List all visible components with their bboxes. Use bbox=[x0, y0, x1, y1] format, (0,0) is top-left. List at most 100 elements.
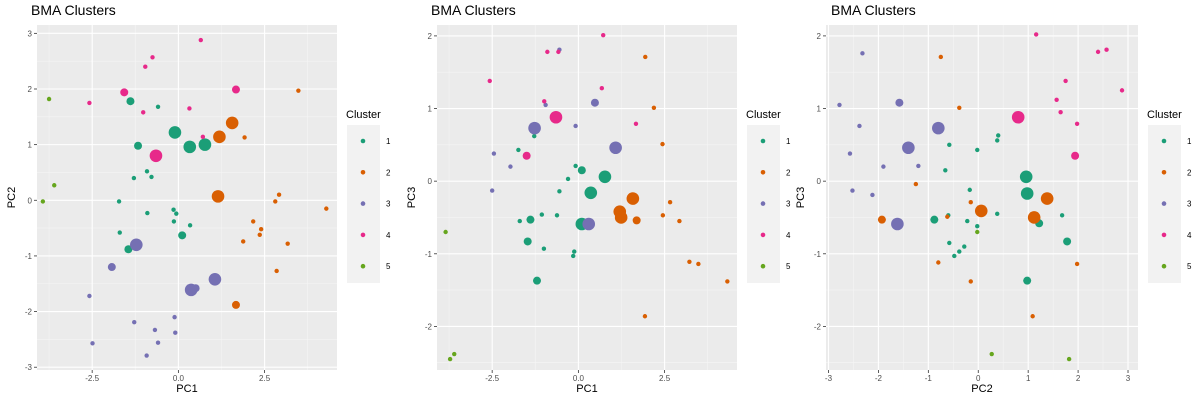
data-point-cluster-4 bbox=[143, 64, 148, 69]
y-tick-label: -2 bbox=[814, 322, 822, 331]
data-point-cluster-2 bbox=[242, 135, 247, 140]
scatter-chart-1: BMA Clusters -2.5 0.0 2.5 -3 -2 -1 0 1 2 3 PC1 PC2 Cl… bbox=[6, 2, 391, 395]
x-tick-label: 2.5 bbox=[259, 374, 271, 383]
data-point-cluster-2 bbox=[1027, 211, 1041, 224]
data-point-cluster-2 bbox=[274, 268, 279, 274]
data-point-cluster-4 bbox=[187, 106, 192, 111]
x-tick-label: -2.5 bbox=[85, 374, 99, 383]
data-point-cluster-2 bbox=[276, 192, 282, 197]
data-point-cluster-2 bbox=[211, 190, 225, 203]
scatter-chart-2: BMA Clusters -2.5 0.0 2.5 -2 -1 0 1 2 PC1 PC3 Clust… bbox=[406, 2, 791, 395]
data-point-cluster-3 bbox=[582, 217, 596, 231]
data-point-cluster-1 bbox=[155, 104, 161, 109]
data-point-cluster-2 bbox=[938, 54, 944, 60]
data-point-cluster-2 bbox=[626, 192, 640, 205]
data-point-cluster-2 bbox=[651, 105, 657, 111]
data-point-cluster-1 bbox=[523, 237, 532, 246]
data-point-cluster-1 bbox=[533, 276, 541, 285]
data-point-cluster-4 bbox=[487, 78, 492, 84]
data-point-cluster-3 bbox=[491, 151, 497, 156]
data-point-cluster-5 bbox=[989, 351, 994, 357]
data-point-cluster-2 bbox=[725, 279, 730, 284]
legend-label-4: 4 bbox=[1187, 231, 1192, 240]
data-point-cluster-3 bbox=[90, 341, 95, 346]
chart-title: BMA Clusters bbox=[31, 2, 116, 18]
data-point-cluster-2 bbox=[632, 216, 641, 225]
legend-key-5 bbox=[1161, 263, 1167, 269]
data-point-cluster-1 bbox=[1019, 170, 1033, 184]
data-point-cluster-1 bbox=[126, 97, 135, 106]
data-point-cluster-5 bbox=[40, 199, 46, 204]
data-point-cluster-2 bbox=[660, 141, 665, 147]
data-point-cluster-4 bbox=[1095, 49, 1101, 55]
data-point-cluster-1 bbox=[995, 138, 1000, 143]
legend-key-3 bbox=[360, 201, 366, 206]
legend: Cluster 1 2 3 4 5 bbox=[1147, 109, 1192, 283]
data-point-cluster-1 bbox=[168, 126, 182, 139]
data-point-cluster-3 bbox=[881, 164, 886, 169]
legend-key-1 bbox=[360, 138, 366, 144]
y-axis-label: PC3 bbox=[406, 187, 418, 208]
data-point-cluster-2 bbox=[687, 259, 692, 264]
legend-key-5 bbox=[760, 263, 766, 269]
data-point-cluster-3 bbox=[107, 263, 116, 272]
data-point-cluster-3 bbox=[528, 121, 541, 135]
data-point-cluster-1 bbox=[947, 142, 952, 148]
data-point-cluster-3 bbox=[850, 188, 855, 193]
legend-key-4 bbox=[760, 232, 766, 238]
legend: Cluster 1 2 3 4 5 bbox=[346, 109, 391, 283]
y-axis-label: PC2 bbox=[6, 187, 18, 208]
legend-label-3: 3 bbox=[386, 200, 391, 209]
data-point-cluster-3 bbox=[87, 293, 92, 299]
data-point-cluster-1 bbox=[930, 215, 939, 224]
chart-title: BMA Clusters bbox=[431, 2, 516, 18]
data-point-cluster-3 bbox=[590, 98, 599, 107]
legend-key-2 bbox=[760, 170, 766, 175]
x-tick-label: -1 bbox=[925, 374, 933, 383]
data-point-cluster-5 bbox=[452, 351, 457, 357]
x-axis-label: PC2 bbox=[971, 383, 992, 395]
legend-label-4: 4 bbox=[786, 231, 791, 240]
data-point-cluster-2 bbox=[877, 215, 886, 224]
data-point-cluster-4 bbox=[633, 121, 639, 126]
legend-label-1: 1 bbox=[386, 137, 391, 146]
x-axis-label: PC1 bbox=[576, 383, 597, 395]
data-point-cluster-2 bbox=[258, 227, 264, 232]
data-point-cluster-3 bbox=[837, 102, 842, 108]
data-point-cluster-3 bbox=[508, 164, 513, 169]
y-tick-label: 1 bbox=[817, 105, 822, 114]
data-point-cluster-1 bbox=[516, 147, 521, 153]
legend-label-5: 5 bbox=[1187, 262, 1192, 271]
data-point-cluster-1 bbox=[1023, 276, 1032, 285]
data-point-cluster-4 bbox=[149, 149, 163, 163]
data-point-cluster-4 bbox=[1011, 110, 1025, 124]
legend-label-2: 2 bbox=[786, 168, 791, 177]
legend-title: Cluster bbox=[1147, 109, 1182, 121]
data-point-cluster-3 bbox=[144, 353, 149, 358]
chart-title: BMA Clusters bbox=[831, 2, 916, 18]
legend-key-1 bbox=[760, 138, 766, 144]
data-point-cluster-4 bbox=[141, 110, 146, 115]
data-point-cluster-2 bbox=[285, 241, 290, 246]
legend-key-3 bbox=[1161, 201, 1167, 206]
data-point-cluster-1 bbox=[171, 219, 177, 224]
data-point-cluster-1 bbox=[975, 147, 980, 153]
legend-label-4: 4 bbox=[386, 231, 391, 240]
data-point-cluster-3 bbox=[191, 284, 200, 293]
data-point-cluster-4 bbox=[522, 151, 531, 160]
data-point-cluster-1 bbox=[571, 253, 576, 259]
data-point-cluster-1 bbox=[171, 207, 176, 212]
legend-label-1: 1 bbox=[1187, 137, 1192, 146]
data-point-cluster-2 bbox=[696, 261, 701, 267]
data-point-cluster-2 bbox=[213, 130, 226, 144]
data-point-cluster-1 bbox=[577, 166, 586, 175]
data-point-cluster-4 bbox=[1119, 88, 1125, 93]
data-point-cluster-1 bbox=[183, 140, 197, 154]
data-point-cluster-1 bbox=[1063, 237, 1072, 246]
data-point-cluster-2 bbox=[968, 200, 973, 205]
data-point-cluster-4 bbox=[1104, 47, 1109, 52]
data-point-cluster-1 bbox=[174, 211, 179, 216]
y-tick-label: -1 bbox=[425, 250, 433, 259]
legend-label-3: 3 bbox=[1187, 200, 1192, 209]
